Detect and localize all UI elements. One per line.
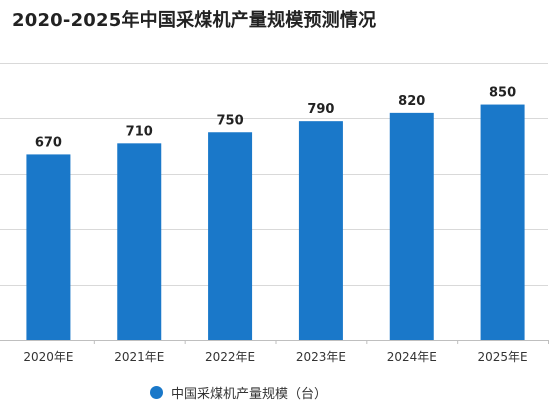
bar: [389, 112, 434, 340]
bar: [26, 154, 71, 340]
bar: [117, 143, 162, 340]
legend-label: 中国采煤机产量规模（台）: [171, 386, 328, 402]
x-tick-label: 2021年E: [114, 350, 164, 364]
data-label: 670: [35, 135, 62, 150]
x-tick-label: 2024年E: [387, 350, 437, 364]
data-label: 850: [489, 86, 516, 101]
data-label: 710: [126, 124, 153, 139]
x-tick-label: 2025年E: [478, 350, 528, 364]
x-tick-label: 2022年E: [205, 350, 255, 364]
bar: [298, 121, 343, 340]
data-label: 790: [307, 102, 334, 117]
legend: 中国采煤机产量规模（台）: [150, 383, 328, 402]
legend-swatch: [150, 385, 163, 399]
bar: [208, 132, 253, 340]
data-label: 750: [217, 113, 244, 128]
x-tick-label: 2023年E: [296, 350, 346, 364]
bar: [480, 104, 525, 340]
x-tick-label: 2020年E: [23, 350, 73, 364]
chart-title: 2020-2025年中国采煤机产量规模预测情况: [12, 10, 377, 31]
data-label: 820: [398, 94, 425, 109]
